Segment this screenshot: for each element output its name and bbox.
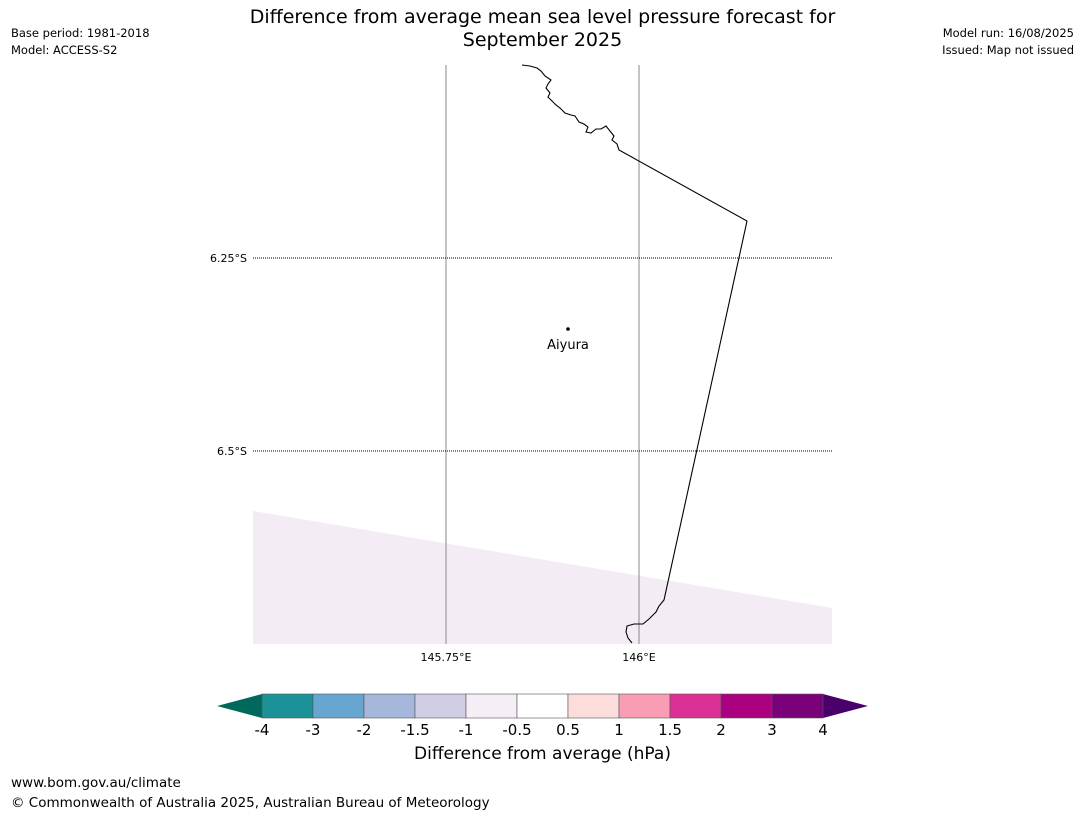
colorbar-extend-high	[823, 694, 868, 718]
colorbar-title: Difference from average (hPa)	[414, 744, 671, 764]
province-boundary	[521, 64, 748, 644]
lon-label-146: 146°E	[622, 651, 655, 664]
footer-url[interactable]: www.bom.gov.au/climate	[11, 775, 181, 791]
colorbar-tick-label: 0.5	[556, 721, 580, 739]
colorbar-tick-label: 1.5	[658, 721, 682, 739]
shaded-region	[253, 511, 832, 644]
map-metadata-left: Base period: 1981-2018 Model: ACCESS-S2	[11, 25, 150, 59]
colorbar-tick-label: 4	[818, 721, 828, 739]
colorbar-cell	[669, 693, 722, 719]
map-metadata-right: Model run: 16/08/2025 Issued: Map not is…	[942, 25, 1074, 59]
colorbar-cell	[618, 693, 671, 719]
footer-copyright: © Commonwealth of Australia 2025, Austra…	[11, 795, 490, 811]
lon-label-145-75: 145.75°E	[421, 651, 472, 664]
colorbar-tick-label: 1	[614, 721, 624, 739]
colorbar-cell	[261, 693, 314, 719]
colorbar-tick-label: -3	[306, 721, 321, 739]
lat-label-6-5: 6.5°S	[217, 445, 247, 458]
colorbar: -4 -3 -2 -1.5 -1 -0.5 0.5 1 1.5 2 3 4	[217, 693, 868, 739]
colorbar-tick-label: -0.5	[502, 721, 531, 739]
issued-text: Issued: Map not issued	[942, 43, 1074, 57]
aiyura-label: Aiyura	[547, 338, 589, 353]
colorbar-tick-label: -1.5	[400, 721, 429, 739]
aiyura-marker	[566, 327, 570, 331]
colorbar-cell	[363, 693, 416, 719]
colorbar-cell	[516, 693, 569, 719]
lat-label-6-25: 6.25°S	[210, 252, 247, 265]
map-title-line1: Difference from average mean sea level p…	[249, 6, 836, 28]
colorbar-cell	[414, 693, 467, 719]
colorbar-tick-label: 2	[716, 721, 726, 739]
colorbar-cell	[771, 693, 824, 719]
colorbar-cell	[567, 693, 620, 719]
base-period-text: Base period: 1981-2018	[11, 26, 150, 40]
colorbar-extend-low	[217, 694, 262, 718]
model-run-text: Model run: 16/08/2025	[942, 26, 1074, 40]
colorbar-tick-label: 3	[767, 721, 777, 739]
colorbar-tick-label: -2	[357, 721, 372, 739]
colorbar-tick-label: -1	[459, 721, 474, 739]
map-title: Difference from average mean sea level p…	[0, 6, 1085, 52]
colorbar-tick-label: -4	[255, 721, 270, 739]
model-text: Model: ACCESS-S2	[11, 43, 118, 57]
map-title-line2: September 2025	[462, 29, 623, 51]
colorbar-cell	[465, 693, 518, 719]
colorbar-cell	[720, 693, 773, 719]
colorbar-cell	[312, 693, 365, 719]
